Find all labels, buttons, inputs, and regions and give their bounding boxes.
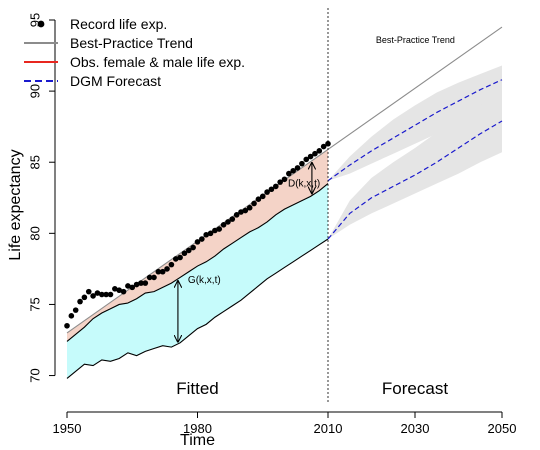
legend: Record life exp. Best-Practice Trend Obs. … xyxy=(24,16,245,89)
record-point xyxy=(229,216,236,222)
record-point xyxy=(94,290,101,296)
record-point xyxy=(142,280,149,286)
record-point xyxy=(125,283,131,289)
y-tick-label: 90 xyxy=(27,84,42,98)
record-point xyxy=(194,239,201,245)
record-point xyxy=(159,268,166,275)
record-point xyxy=(242,207,249,214)
legend-label: Record life exp. xyxy=(70,16,167,32)
record-point xyxy=(264,189,270,195)
record-point xyxy=(151,274,157,281)
record-point xyxy=(186,247,192,254)
legend-marker-record xyxy=(37,20,45,28)
record-point xyxy=(72,307,79,313)
record-point xyxy=(259,193,266,200)
record-point xyxy=(107,291,114,298)
male-observed-line xyxy=(66,238,329,379)
record-point xyxy=(116,287,122,294)
record-point xyxy=(103,291,109,298)
record-point xyxy=(246,204,253,211)
record-point xyxy=(203,231,209,238)
y-tick-label: 70 xyxy=(27,368,42,382)
record-point xyxy=(120,288,127,295)
x-tick-label: 1950 xyxy=(53,421,82,436)
record-point xyxy=(316,148,323,154)
x-tick-label: 2010 xyxy=(314,421,343,436)
legend-label: Obs. female & male life exp. xyxy=(70,54,245,70)
record-point xyxy=(233,212,240,218)
record-point xyxy=(325,140,331,147)
record-point xyxy=(172,256,179,262)
record-point xyxy=(286,170,292,177)
record-point xyxy=(251,200,257,207)
y-axis-title: Life expectancy xyxy=(7,149,24,260)
record-point xyxy=(155,268,162,275)
record-point xyxy=(212,227,218,234)
record-point xyxy=(294,165,301,171)
record-point xyxy=(146,274,153,281)
dgm-forecast-line-female xyxy=(327,79,503,182)
y-tick-label: 85 xyxy=(27,155,42,169)
record-point xyxy=(281,176,288,183)
record-point xyxy=(177,254,183,261)
fitted-region-label: Fitted xyxy=(176,379,219,398)
record-point xyxy=(207,230,214,237)
x-tick-label: 2050 xyxy=(488,421,517,436)
record-point xyxy=(68,313,75,319)
female-observed-line xyxy=(66,183,329,342)
record-point xyxy=(138,280,144,286)
record-point xyxy=(168,261,175,268)
axes-layer: Time Life expectancy 1950 1980 2010 2030 205… xyxy=(7,13,516,449)
record-point xyxy=(99,291,105,298)
annotation-layer: G(k,x,t) D(k,x,t) Best-Practice Trend Fi… xyxy=(176,8,455,404)
record-point xyxy=(312,150,318,157)
legend-label: Best-Practice Trend xyxy=(70,35,193,51)
record-point xyxy=(268,186,275,193)
confidence-band-layer xyxy=(328,65,502,240)
d-gap-label: D(k,x,t) xyxy=(288,178,320,189)
record-point xyxy=(90,293,96,299)
forecast-band-male xyxy=(328,93,502,240)
record-point xyxy=(220,222,227,228)
record-point xyxy=(199,236,205,242)
record-point xyxy=(85,288,92,295)
record-point xyxy=(320,143,327,150)
record-point xyxy=(129,284,136,291)
record-point xyxy=(277,179,283,185)
record-point xyxy=(238,209,244,215)
record-point xyxy=(255,196,262,202)
record-point xyxy=(164,266,170,272)
dgm-forecast-line-male xyxy=(327,120,503,240)
x-tick-label: 2030 xyxy=(401,421,430,436)
record-points-layer xyxy=(64,140,331,329)
record-point xyxy=(303,156,310,163)
record-point xyxy=(290,167,297,174)
record-point xyxy=(64,322,70,329)
record-point xyxy=(112,286,118,292)
x-axis-title: Time xyxy=(180,432,215,449)
record-point xyxy=(307,153,314,160)
record-point xyxy=(181,250,188,257)
record-point xyxy=(299,160,305,167)
y-tick-label: 75 xyxy=(27,297,42,311)
record-point xyxy=(190,244,196,251)
record-point xyxy=(225,219,231,225)
trend-note-label: Best-Practice Trend xyxy=(376,35,455,45)
record-point xyxy=(81,294,88,301)
male-gap-area xyxy=(67,183,328,379)
record-point xyxy=(216,226,223,232)
g-gap-label: G(k,x,t) xyxy=(188,275,221,286)
legend-label: DGM Forecast xyxy=(70,73,161,89)
forecast-region-label: Forecast xyxy=(382,379,448,398)
record-point xyxy=(77,298,83,305)
x-tick-label: 1980 xyxy=(183,421,212,436)
forecast-band-female xyxy=(328,65,502,181)
record-point xyxy=(133,281,140,288)
record-point xyxy=(273,183,279,190)
y-tick-label: 80 xyxy=(27,226,42,240)
